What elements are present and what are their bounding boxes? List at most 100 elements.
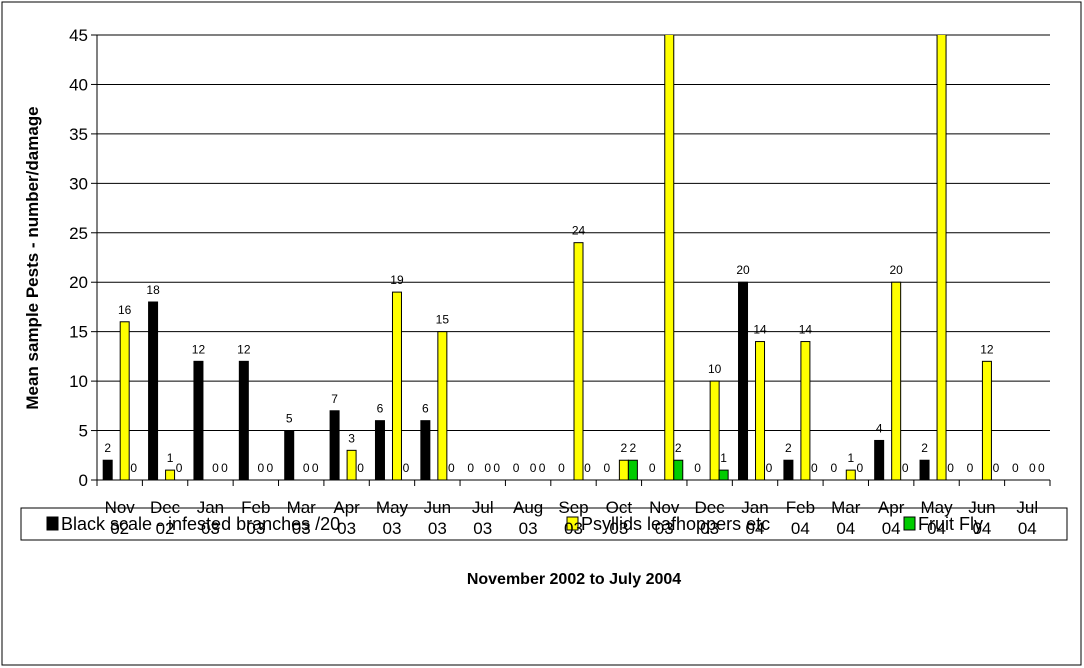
- legend-box: [20, 507, 1068, 541]
- data-label: 20: [889, 263, 903, 277]
- y-tick-label: 40: [69, 75, 88, 94]
- data-label: 0: [830, 461, 837, 475]
- x-tick-label: Jun 04: [968, 498, 996, 538]
- bar: [391, 291, 402, 481]
- bar: [573, 242, 584, 481]
- data-label: 0: [766, 461, 773, 475]
- y-tick-label: 15: [69, 323, 88, 342]
- x-tick-label: May 04: [920, 498, 953, 538]
- data-label: 0: [357, 461, 364, 475]
- bar: [874, 439, 885, 481]
- data-label: 12: [237, 342, 251, 356]
- legend-label: Psyllids leafhoppers etc: [581, 514, 770, 534]
- bar: [119, 321, 130, 481]
- data-label: 0: [221, 461, 228, 475]
- y-tick-label: 30: [69, 174, 88, 193]
- data-label: 2: [630, 441, 637, 455]
- bar: [718, 469, 729, 481]
- bar: [148, 301, 159, 481]
- data-label: 2: [785, 441, 792, 455]
- data-label: 0: [303, 461, 310, 475]
- data-label: 20: [736, 263, 750, 277]
- data-label: 0: [1012, 461, 1019, 475]
- bar: [165, 469, 176, 481]
- bar: [420, 420, 431, 481]
- x-tick-label: Apr 03: [333, 498, 360, 538]
- data-label: 12: [980, 342, 994, 356]
- x-tick-label: Jun 03: [423, 498, 452, 538]
- data-label: 0: [266, 461, 273, 475]
- data-label: 18: [146, 283, 160, 297]
- data-label: 3: [348, 431, 355, 445]
- data-label: 0: [312, 461, 319, 475]
- data-label: 0: [212, 461, 219, 475]
- x-tick-label: Jul 04: [1016, 498, 1039, 538]
- y-tick-label: 0: [79, 471, 88, 490]
- data-label: 0: [1038, 461, 1045, 475]
- x-tick-label: Nov 03: [649, 498, 680, 538]
- x-tick-label: Feb 04: [785, 498, 816, 538]
- bar: [437, 331, 448, 481]
- x-tick-label: Mar 04: [831, 498, 861, 538]
- bar: [664, 35, 675, 481]
- x-tick-label: Apr 04: [877, 498, 905, 538]
- y-tick-label: 45: [69, 26, 88, 45]
- y-axis-title: Mean sample Pests - number/damage: [23, 106, 42, 409]
- bar: [709, 380, 720, 481]
- data-label: 10: [708, 362, 722, 376]
- data-label: 0: [558, 461, 565, 475]
- bar: [981, 360, 992, 481]
- data-label: 15: [436, 313, 450, 327]
- data-label: 1: [847, 451, 854, 465]
- data-label: 24: [572, 224, 586, 238]
- data-label: 0: [947, 461, 954, 475]
- bar: [346, 449, 357, 481]
- legend-label: Fruit Fly: [918, 514, 983, 534]
- data-label: 0: [484, 461, 491, 475]
- legend-swatch: [46, 516, 59, 531]
- data-label: 0: [448, 461, 455, 475]
- legend-swatch: [566, 516, 579, 531]
- data-label: 19: [390, 273, 404, 287]
- bar: [627, 459, 638, 481]
- data-label: 0: [649, 461, 656, 475]
- x-tick-label: Oct 03: [605, 498, 633, 538]
- y-tick-label: 25: [69, 224, 88, 243]
- x-tick-label: Nov 02: [104, 498, 135, 538]
- bar: [891, 281, 902, 481]
- bar: [618, 459, 629, 481]
- data-label: 0: [257, 461, 264, 475]
- data-label: 2: [621, 441, 628, 455]
- bar: [800, 341, 811, 481]
- bar: [284, 430, 295, 481]
- bar: [919, 459, 930, 481]
- y-tick-label: 5: [79, 422, 88, 441]
- data-label: 0: [403, 461, 410, 475]
- x-tick-label: Jan 03: [196, 498, 225, 538]
- bar: [673, 459, 684, 481]
- data-label: 1: [720, 451, 727, 465]
- data-label: 0: [539, 461, 546, 475]
- bar: [936, 35, 947, 481]
- data-label: 0: [493, 461, 500, 475]
- data-label: 6: [377, 402, 384, 416]
- y-tick-label: 20: [69, 273, 88, 292]
- bar: [238, 360, 249, 481]
- x-tick-label: Aug 03: [512, 498, 544, 538]
- x-tick-label: May 03: [375, 498, 409, 538]
- x-tick-label: Mar 03: [286, 498, 316, 538]
- data-label: 14: [753, 323, 767, 337]
- bar: [102, 459, 113, 481]
- x-tick-label: Dec 03: [694, 498, 725, 538]
- bar: [755, 341, 766, 481]
- data-label: 5: [286, 412, 293, 426]
- data-label: 0: [513, 461, 520, 475]
- x-tick-label: Jul 03: [471, 498, 494, 538]
- legend-label: Black scale - infested branches /20: [61, 514, 340, 534]
- legend-swatch: [903, 516, 916, 531]
